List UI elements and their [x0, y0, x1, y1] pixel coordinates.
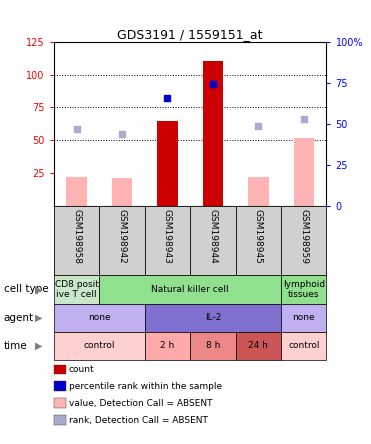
Text: Natural killer cell: Natural killer cell	[151, 285, 229, 294]
Bar	[236, 332, 281, 360]
Bar	[281, 275, 326, 304]
Point	[255, 122, 261, 129]
Text: count: count	[69, 365, 94, 374]
Bar	[99, 275, 281, 304]
Text: control: control	[288, 341, 319, 350]
Text: GSM198943: GSM198943	[163, 210, 172, 264]
Text: none: none	[88, 313, 111, 322]
Bar	[248, 177, 269, 206]
Text: 2 h: 2 h	[160, 341, 174, 350]
Text: GSM198945: GSM198945	[254, 210, 263, 264]
Bar	[54, 304, 145, 332]
Text: GSM198942: GSM198942	[118, 210, 127, 264]
Text: agent: agent	[4, 313, 34, 323]
Bar	[54, 275, 99, 304]
Text: ▶: ▶	[35, 341, 43, 351]
Bar	[293, 138, 314, 206]
Bar	[281, 332, 326, 360]
Text: 24 h: 24 h	[248, 341, 268, 350]
Point	[119, 130, 125, 137]
Text: percentile rank within the sample: percentile rank within the sample	[69, 382, 222, 391]
Point	[164, 94, 170, 101]
Text: time: time	[4, 341, 27, 351]
Text: none: none	[292, 313, 315, 322]
Title: GDS3191 / 1559151_at: GDS3191 / 1559151_at	[117, 28, 263, 40]
Text: CD8 posit
ive T cell: CD8 posit ive T cell	[55, 280, 98, 299]
Point	[210, 81, 216, 88]
Bar	[112, 178, 132, 206]
Text: IL-2: IL-2	[205, 313, 221, 322]
Text: GSM198944: GSM198944	[209, 210, 217, 264]
Bar	[203, 61, 223, 206]
Bar	[190, 332, 236, 360]
Text: value, Detection Call = ABSENT: value, Detection Call = ABSENT	[69, 399, 212, 408]
Bar	[54, 332, 145, 360]
Text: cell type: cell type	[4, 284, 48, 294]
Point	[73, 125, 79, 132]
Text: ▶: ▶	[35, 313, 43, 323]
Text: GSM198959: GSM198959	[299, 210, 308, 265]
Text: ▶: ▶	[35, 284, 43, 294]
Bar	[145, 332, 190, 360]
Text: control: control	[83, 341, 115, 350]
Text: rank, Detection Call = ABSENT: rank, Detection Call = ABSENT	[69, 416, 207, 424]
Text: lymphoid
tissues: lymphoid tissues	[283, 280, 325, 299]
Bar	[157, 121, 178, 206]
Text: 8 h: 8 h	[206, 341, 220, 350]
Text: GSM198958: GSM198958	[72, 210, 81, 265]
Point	[301, 115, 307, 123]
Bar	[66, 177, 87, 206]
Bar	[281, 304, 326, 332]
Bar	[145, 304, 281, 332]
